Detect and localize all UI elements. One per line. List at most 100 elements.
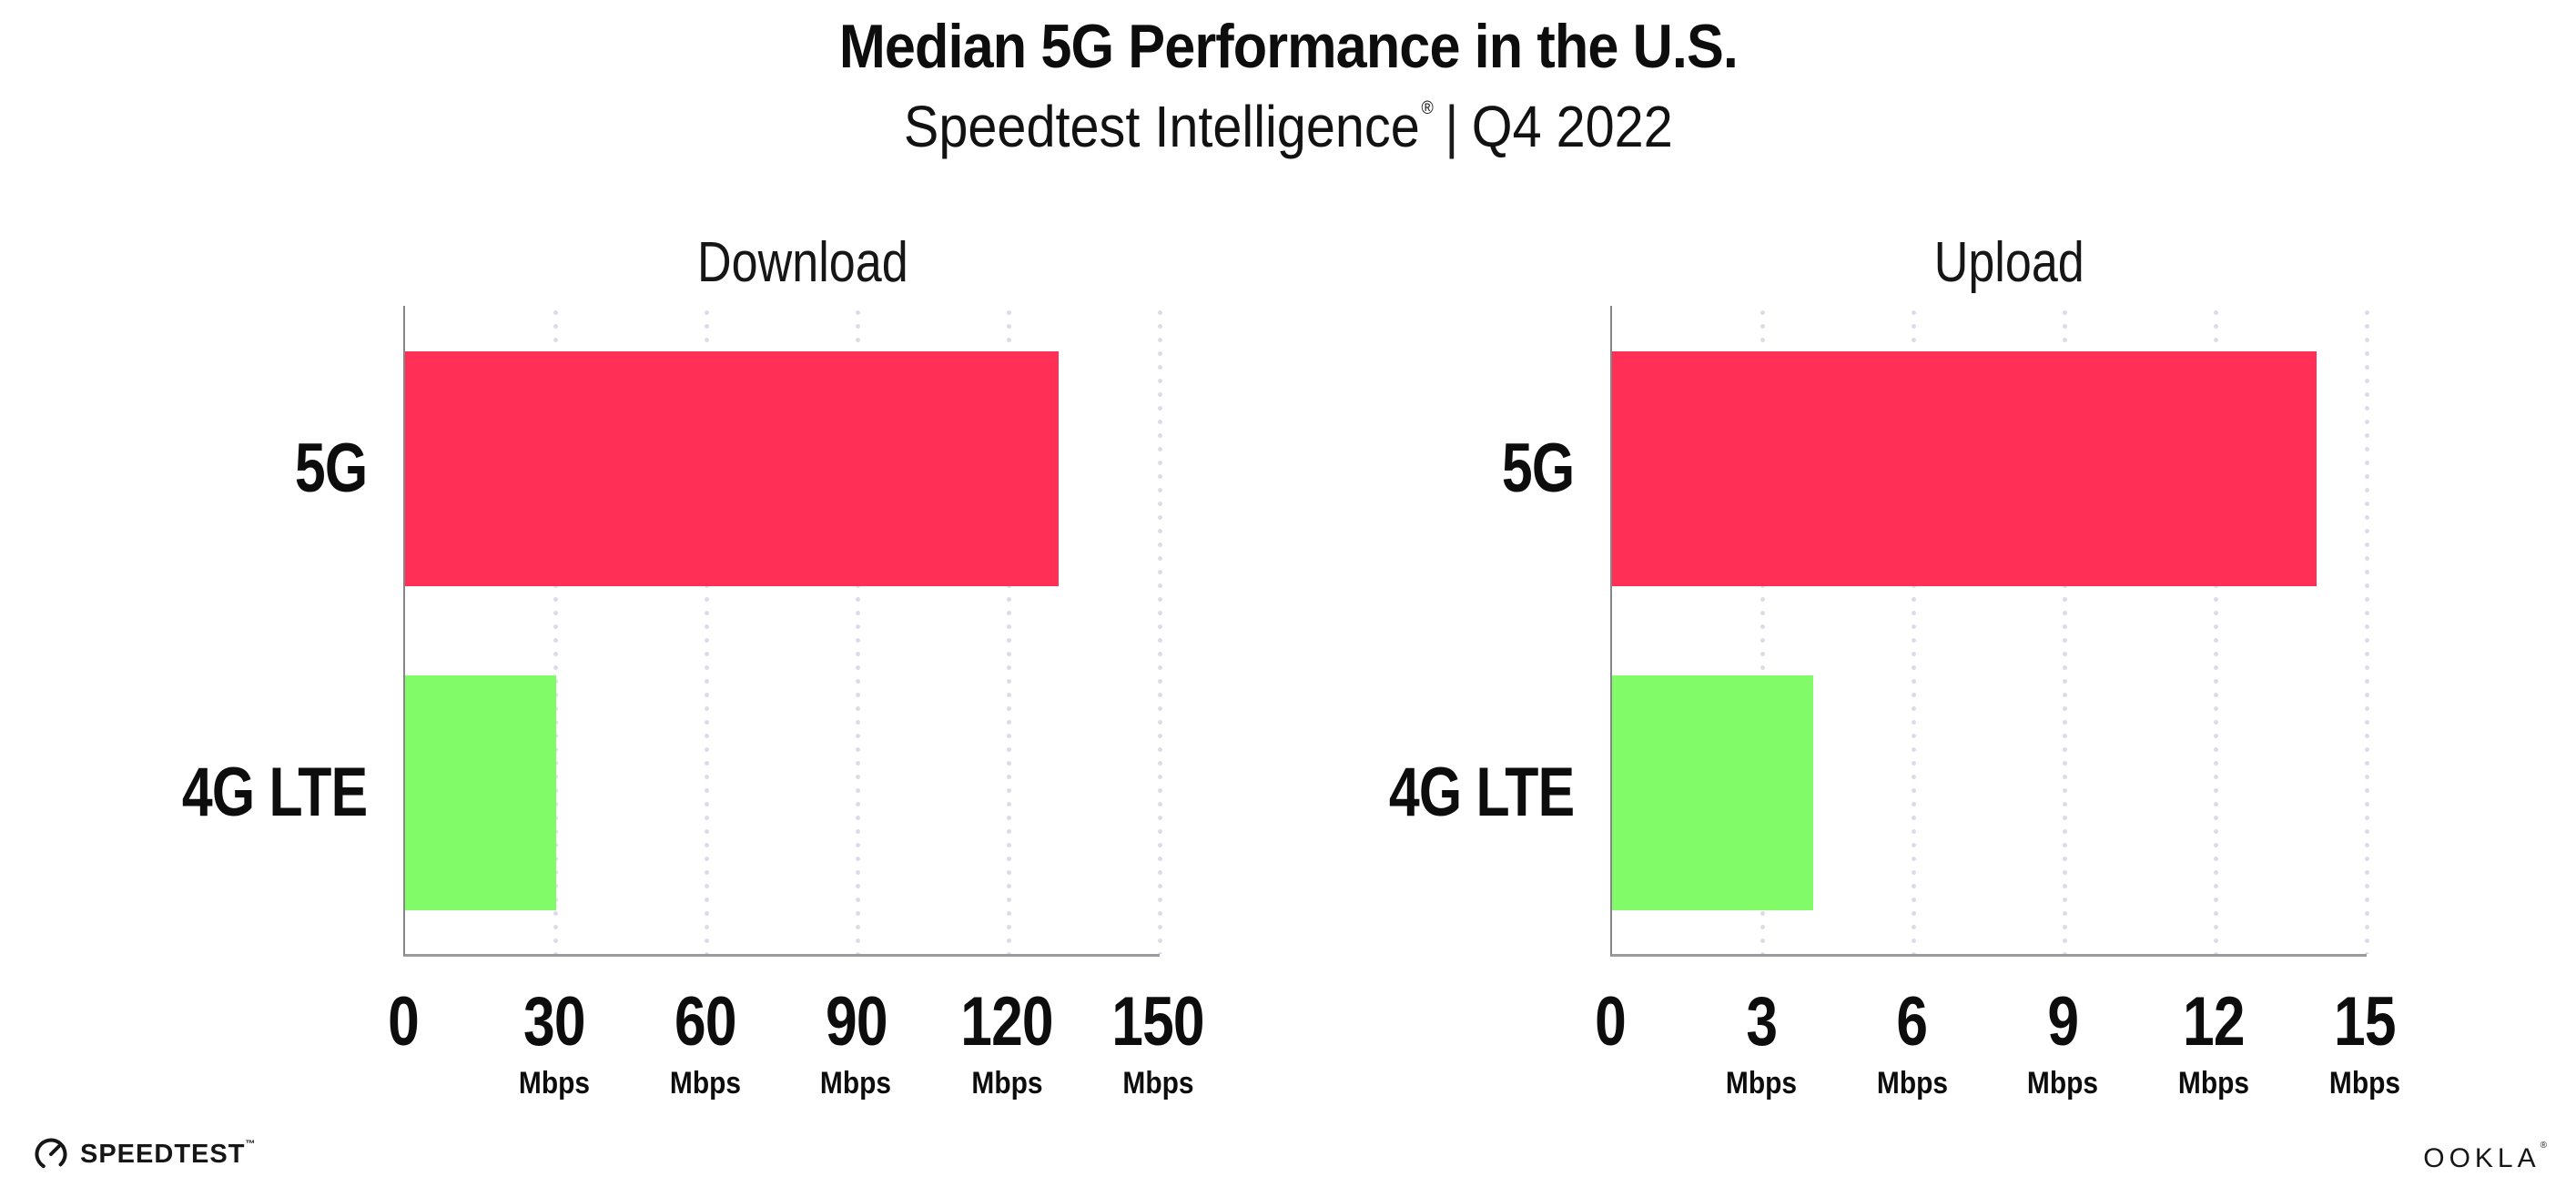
- subtitle-separator: |: [1445, 94, 1459, 160]
- tick-unit: Mbps: [816, 1068, 897, 1099]
- gridline-90: [855, 306, 860, 954]
- page-subtitle-text: Speedtest Intelligence® | Q4 2022: [904, 95, 1673, 158]
- chart-title-upload: Upload: [1632, 218, 2387, 306]
- trademark-mark: ™: [245, 1138, 257, 1150]
- tick-unit: Mbps: [2174, 1068, 2255, 1099]
- registered-mark: ®: [2540, 1141, 2547, 1151]
- tick-unit-text: Mbps: [2027, 1066, 2099, 1101]
- registered-mark: ®: [1421, 98, 1434, 119]
- gridline-12: [2213, 306, 2218, 954]
- category-label-5g: 5G: [277, 306, 367, 630]
- category-label-text: 5G: [294, 429, 367, 507]
- tick-value-text: 9: [2047, 983, 2079, 1060]
- speedtest-logo: SPEEDTEST™: [33, 1136, 256, 1172]
- tick-value-text: 3: [1745, 983, 1778, 1060]
- x-axis: 0 3 Mbps 6 Mbps 9 Mbps 12 Mbps 15 Mbps: [1595, 957, 2400, 1111]
- bar-5g: [1612, 351, 2317, 586]
- x-tick-15: 15 Mbps: [2325, 957, 2406, 1100]
- tick-unit-text: Mbps: [820, 1066, 892, 1101]
- y-axis-labels: 5G 4G LTE: [162, 306, 403, 954]
- gridline-9: [2062, 306, 2067, 954]
- plot-area: [1610, 306, 2369, 957]
- category-label-4g-lte: 4G LTE: [136, 630, 367, 954]
- tick-value-text: 90: [825, 983, 888, 1060]
- page-title: Median 5G Performance in the U.S.: [0, 11, 2576, 82]
- x-tick-12: 12 Mbps: [2174, 957, 2255, 1100]
- ookla-logo: OOKLA®: [2423, 1141, 2547, 1174]
- tick-unit: Mbps: [2023, 1068, 2104, 1099]
- tick-unit-text: Mbps: [669, 1066, 741, 1101]
- category-label-4g-lte: 4G LTE: [1343, 630, 1574, 954]
- tick-value: 9: [2023, 988, 2104, 1057]
- tick-unit-text: Mbps: [1121, 1066, 1194, 1101]
- speedtest-wordmark: SPEEDTEST™: [80, 1138, 257, 1170]
- x-tick-150: 150 Mbps: [1101, 957, 1214, 1100]
- tick-unit: Mbps: [1101, 1068, 1214, 1099]
- x-tick-30: 30 Mbps: [513, 957, 594, 1101]
- page-title-text: Median 5G Performance in the U.S.: [838, 12, 1738, 81]
- tick-value: 6: [1871, 988, 1952, 1057]
- x-tick-90: 90 Mbps: [816, 957, 897, 1100]
- gridline-120: [1006, 306, 1011, 954]
- tick-value-text: 0: [388, 983, 420, 1060]
- x-tick-0: 0: [1591, 957, 1628, 1057]
- x-tick-120: 120 Mbps: [950, 957, 1063, 1100]
- tick-unit: Mbps: [2325, 1068, 2406, 1099]
- tick-value-text: 0: [1595, 983, 1627, 1060]
- gridline-15: [2364, 306, 2369, 954]
- tick-value-text: 150: [1111, 983, 1204, 1060]
- speedtest-label: SPEEDTEST: [80, 1139, 246, 1169]
- category-label-text: 4G LTE: [181, 753, 367, 831]
- tick-value: 12: [2174, 988, 2255, 1057]
- tick-value-text: 30: [522, 983, 586, 1060]
- plot-wrap: 5G 4G LTE: [162, 306, 1163, 957]
- upload-chart-panel: Upload 5G 4G LTE 0 3 Mbps 6 Mbps 9 Mbps 12 Mbps 15…: [1369, 218, 2400, 1111]
- tick-unit: Mbps: [1720, 1068, 1801, 1099]
- subtitle-period: Q4 2022: [1471, 94, 1673, 160]
- tick-value-text: 6: [1896, 983, 1929, 1060]
- x-tick-3: 3 Mbps: [1720, 957, 1801, 1100]
- tick-unit: Mbps: [950, 1068, 1063, 1099]
- tick-value-text: 15: [2334, 983, 2397, 1060]
- gridline-6: [1912, 306, 1917, 954]
- x-tick-9: 9 Mbps: [2023, 957, 2104, 1100]
- tick-unit-text: Mbps: [1876, 1066, 1948, 1101]
- tick-value: 15: [2325, 988, 2406, 1057]
- bar-4g-lte: [405, 675, 556, 910]
- plot-area: [403, 306, 1162, 957]
- chart-title-text: Download: [696, 231, 908, 294]
- x-tick-0: 0: [384, 957, 421, 1057]
- tick-unit-text: Mbps: [2328, 1066, 2401, 1101]
- tick-unit-text: Mbps: [518, 1066, 590, 1101]
- page-subtitle: Speedtest Intelligence® | Q4 2022: [0, 95, 2576, 158]
- tick-value: 0: [384, 988, 421, 1057]
- tick-value: 0: [1591, 988, 1628, 1057]
- tick-value: 30: [513, 988, 594, 1057]
- tick-unit-text: Mbps: [971, 1066, 1043, 1101]
- tick-unit: Mbps: [1871, 1068, 1952, 1099]
- tick-value: 150: [1101, 988, 1214, 1057]
- chart-title-text: Upload: [1933, 231, 2085, 294]
- subtitle-brand: Speedtest Intelligence: [903, 94, 1420, 160]
- x-tick-6: 6 Mbps: [1871, 957, 1952, 1100]
- speedtest-gauge-icon: [35, 1138, 67, 1171]
- gridline-150: [1157, 306, 1162, 954]
- tick-value: 120: [950, 988, 1063, 1057]
- category-label-text: 5G: [1501, 429, 1574, 507]
- header: Median 5G Performance in the U.S. Speedt…: [0, 0, 2576, 159]
- gridline-30: [553, 306, 559, 954]
- x-axis: 0 30 Mbps 60 Mbps 90 Mbps 120 Mbps 150 Mbps: [388, 957, 1205, 1111]
- download-chart-panel: Download 5G 4G LTE 0 30 Mbps 60 Mbps 90 Mbps 120…: [162, 218, 1205, 1111]
- bar-5g: [405, 351, 1060, 586]
- tick-value-text: 12: [2183, 983, 2246, 1060]
- tick-unit-text: Mbps: [2178, 1066, 2250, 1101]
- ookla-wordmark: OOKLA: [2423, 1143, 2541, 1173]
- bar-4g-lte: [1612, 675, 1814, 910]
- y-axis-labels: 5G 4G LTE: [1369, 306, 1610, 954]
- x-tick-60: 60 Mbps: [664, 957, 745, 1101]
- plot-wrap: 5G 4G LTE: [1369, 306, 2370, 957]
- tick-value: 90: [816, 988, 897, 1057]
- category-label-5g: 5G: [1484, 306, 1574, 630]
- tick-value-text: 60: [674, 983, 737, 1060]
